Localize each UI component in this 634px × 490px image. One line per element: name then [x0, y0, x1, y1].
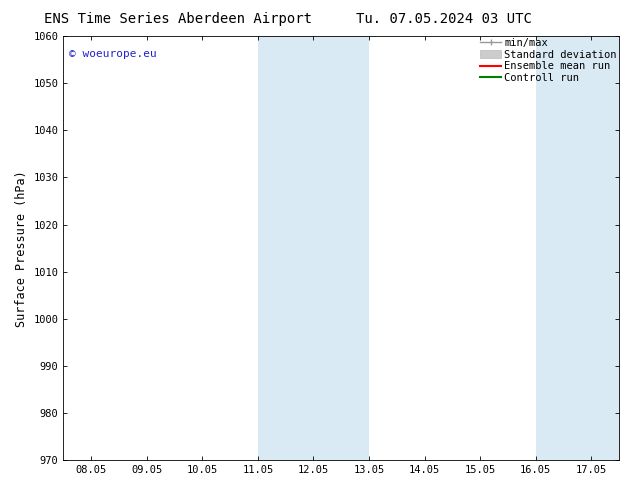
Bar — [258, 36, 369, 460]
Y-axis label: Surface Pressure (hPa): Surface Pressure (hPa) — [15, 170, 28, 326]
Text: ENS Time Series Aberdeen Airport: ENS Time Series Aberdeen Airport — [44, 12, 311, 26]
Text: Tu. 07.05.2024 03 UTC: Tu. 07.05.2024 03 UTC — [356, 12, 532, 26]
Legend: min/max, Standard deviation, Ensemble mean run, Controll run: min/max, Standard deviation, Ensemble me… — [481, 38, 617, 83]
Text: © woeurope.eu: © woeurope.eu — [69, 49, 157, 59]
Bar — [536, 36, 619, 460]
